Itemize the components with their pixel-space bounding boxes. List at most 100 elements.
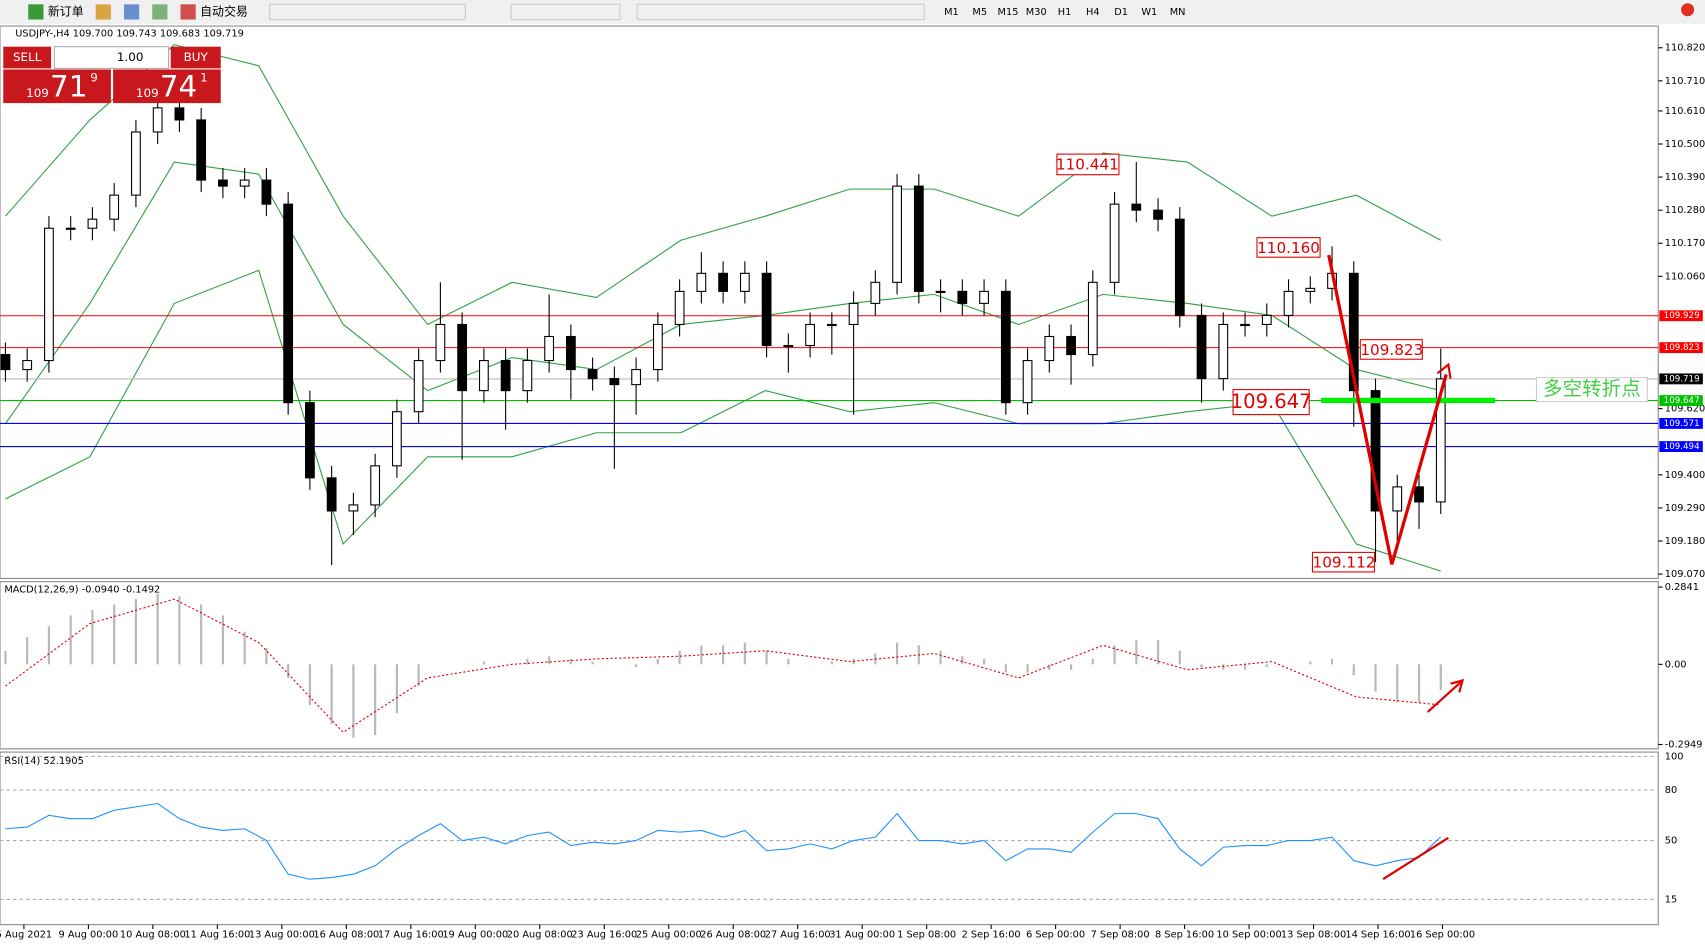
candle-body [848,302,859,326]
candle-body [544,335,555,362]
sell-label[interactable]: SELL [13,50,42,64]
buy-big: 109 [136,86,159,100]
main-chart [0,25,1659,579]
sell-pips: 71 [50,69,87,103]
x-tick-label: 19 Aug 00:00 [442,929,508,940]
period-button[interactable]: M30 [1026,7,1047,18]
level-label: 109.823 [1664,343,1700,353]
lot-value[interactable]: 1.00 [117,50,144,64]
candle-body [935,290,946,294]
label-box [1359,339,1423,360]
chart-tools[interactable] [269,3,466,21]
auto-trade-button[interactable]: 自动交易 [200,3,248,18]
label-box [1232,389,1310,416]
candle-body [0,353,11,371]
period-button[interactable]: H1 [1058,7,1072,18]
candle-body [674,290,685,326]
buy-label[interactable]: BUY [184,50,209,64]
sell-price[interactable] [3,69,111,104]
candle-body [1370,390,1381,512]
y-tick-label: 109.180 [1665,536,1705,547]
candle-body [631,369,642,386]
candle-body [1066,335,1076,356]
period-button[interactable]: M15 [998,7,1019,18]
candle-body [718,272,728,292]
sell-button[interactable] [3,46,52,69]
buy-button[interactable] [170,46,221,69]
toolbar [0,0,1705,24]
period-button[interactable]: W1 [1141,7,1157,18]
trend-arrow [1327,254,1448,565]
auto-trade-icon[interactable] [180,4,196,20]
x-tick-label: 23 Aug 16:00 [571,929,637,940]
y-tick-label: 110.610 [1665,106,1705,117]
candle-body [870,281,881,304]
candle-body [979,290,989,304]
candle-body [478,360,489,392]
macd-tick-label: 0.2841 [1665,582,1699,593]
x-tick-label: 17 Aug 16:00 [378,929,444,940]
pivot-label: 109.647 [1231,390,1312,413]
toolbar-icon[interactable] [152,4,168,20]
macd-label: MACD(12,26,9) -0.0940 -0.1492 [4,584,160,595]
y-tick-label: 110.500 [1665,139,1705,150]
x-tick-label: 13 Sep 08:00 [1281,929,1346,940]
candle-body [1240,323,1250,327]
candle-body [652,323,663,371]
candle-body [65,227,76,230]
y-tick-label: 109.620 [1665,404,1705,415]
candle-body [326,477,337,512]
chart-tools[interactable] [510,3,621,21]
candle-body [522,360,533,392]
rsi-label: RSI(14) 52.1905 [4,756,83,767]
x-tick-label: 25 Aug 00:00 [636,929,702,940]
candle-body [261,179,272,205]
period-button[interactable]: M5 [972,7,987,18]
y-tick-label: 110.390 [1665,172,1705,183]
candle-body [565,335,576,371]
period-button[interactable]: M1 [944,7,959,18]
rsi-tick-label: 80 [1665,785,1677,796]
current-tag [1659,373,1703,385]
rsi-tick-label: 100 [1665,751,1684,762]
level-tag [1659,395,1703,406]
candle-body [1196,314,1207,380]
x-tick-label: 16 Sep 00:00 [1410,929,1475,940]
level-tag [1659,310,1703,322]
period-button[interactable]: MN [1170,7,1186,18]
candle-body [348,504,359,512]
toolbar-icon[interactable] [95,4,111,20]
y-tick-label: 110.280 [1665,205,1705,216]
buy-pips: 74 [160,69,197,103]
candle-body [587,369,598,380]
y-tick-label: 110.170 [1665,238,1705,249]
candle-body [218,179,228,187]
candle-body [826,323,837,327]
level-label: 109.571 [1664,419,1700,429]
candle-body [1218,323,1229,380]
candle-body [1044,335,1055,362]
candle-body [783,344,794,348]
period-button[interactable]: H4 [1086,7,1100,18]
candle-body [457,323,468,392]
toolbar-icon[interactable] [123,4,140,20]
new-order-button[interactable]: 新订单 [48,3,84,18]
buy-price[interactable] [113,69,221,104]
x-tick-label: 11 Aug 16:00 [184,929,250,940]
x-tick-label: 14 Sep 16:00 [1345,929,1410,940]
x-tick-label: 27 Aug 16:00 [765,929,831,940]
drawing-tools[interactable] [636,3,925,21]
chart-header: USDJPY-,H4 109.700 109.743 109.683 109.7… [15,29,244,40]
level-tag [1659,342,1703,354]
new-order-icon[interactable] [28,4,44,20]
x-tick-label: 26 Aug 08:00 [700,929,766,940]
candle-body [500,360,511,392]
lot-input[interactable] [53,46,170,69]
candle-body [370,465,381,506]
candle-body [1283,290,1294,316]
x-tick-label: 16 Aug 08:00 [313,929,379,940]
notification[interactable] [1681,3,1695,17]
period-button[interactable]: D1 [1114,7,1128,18]
